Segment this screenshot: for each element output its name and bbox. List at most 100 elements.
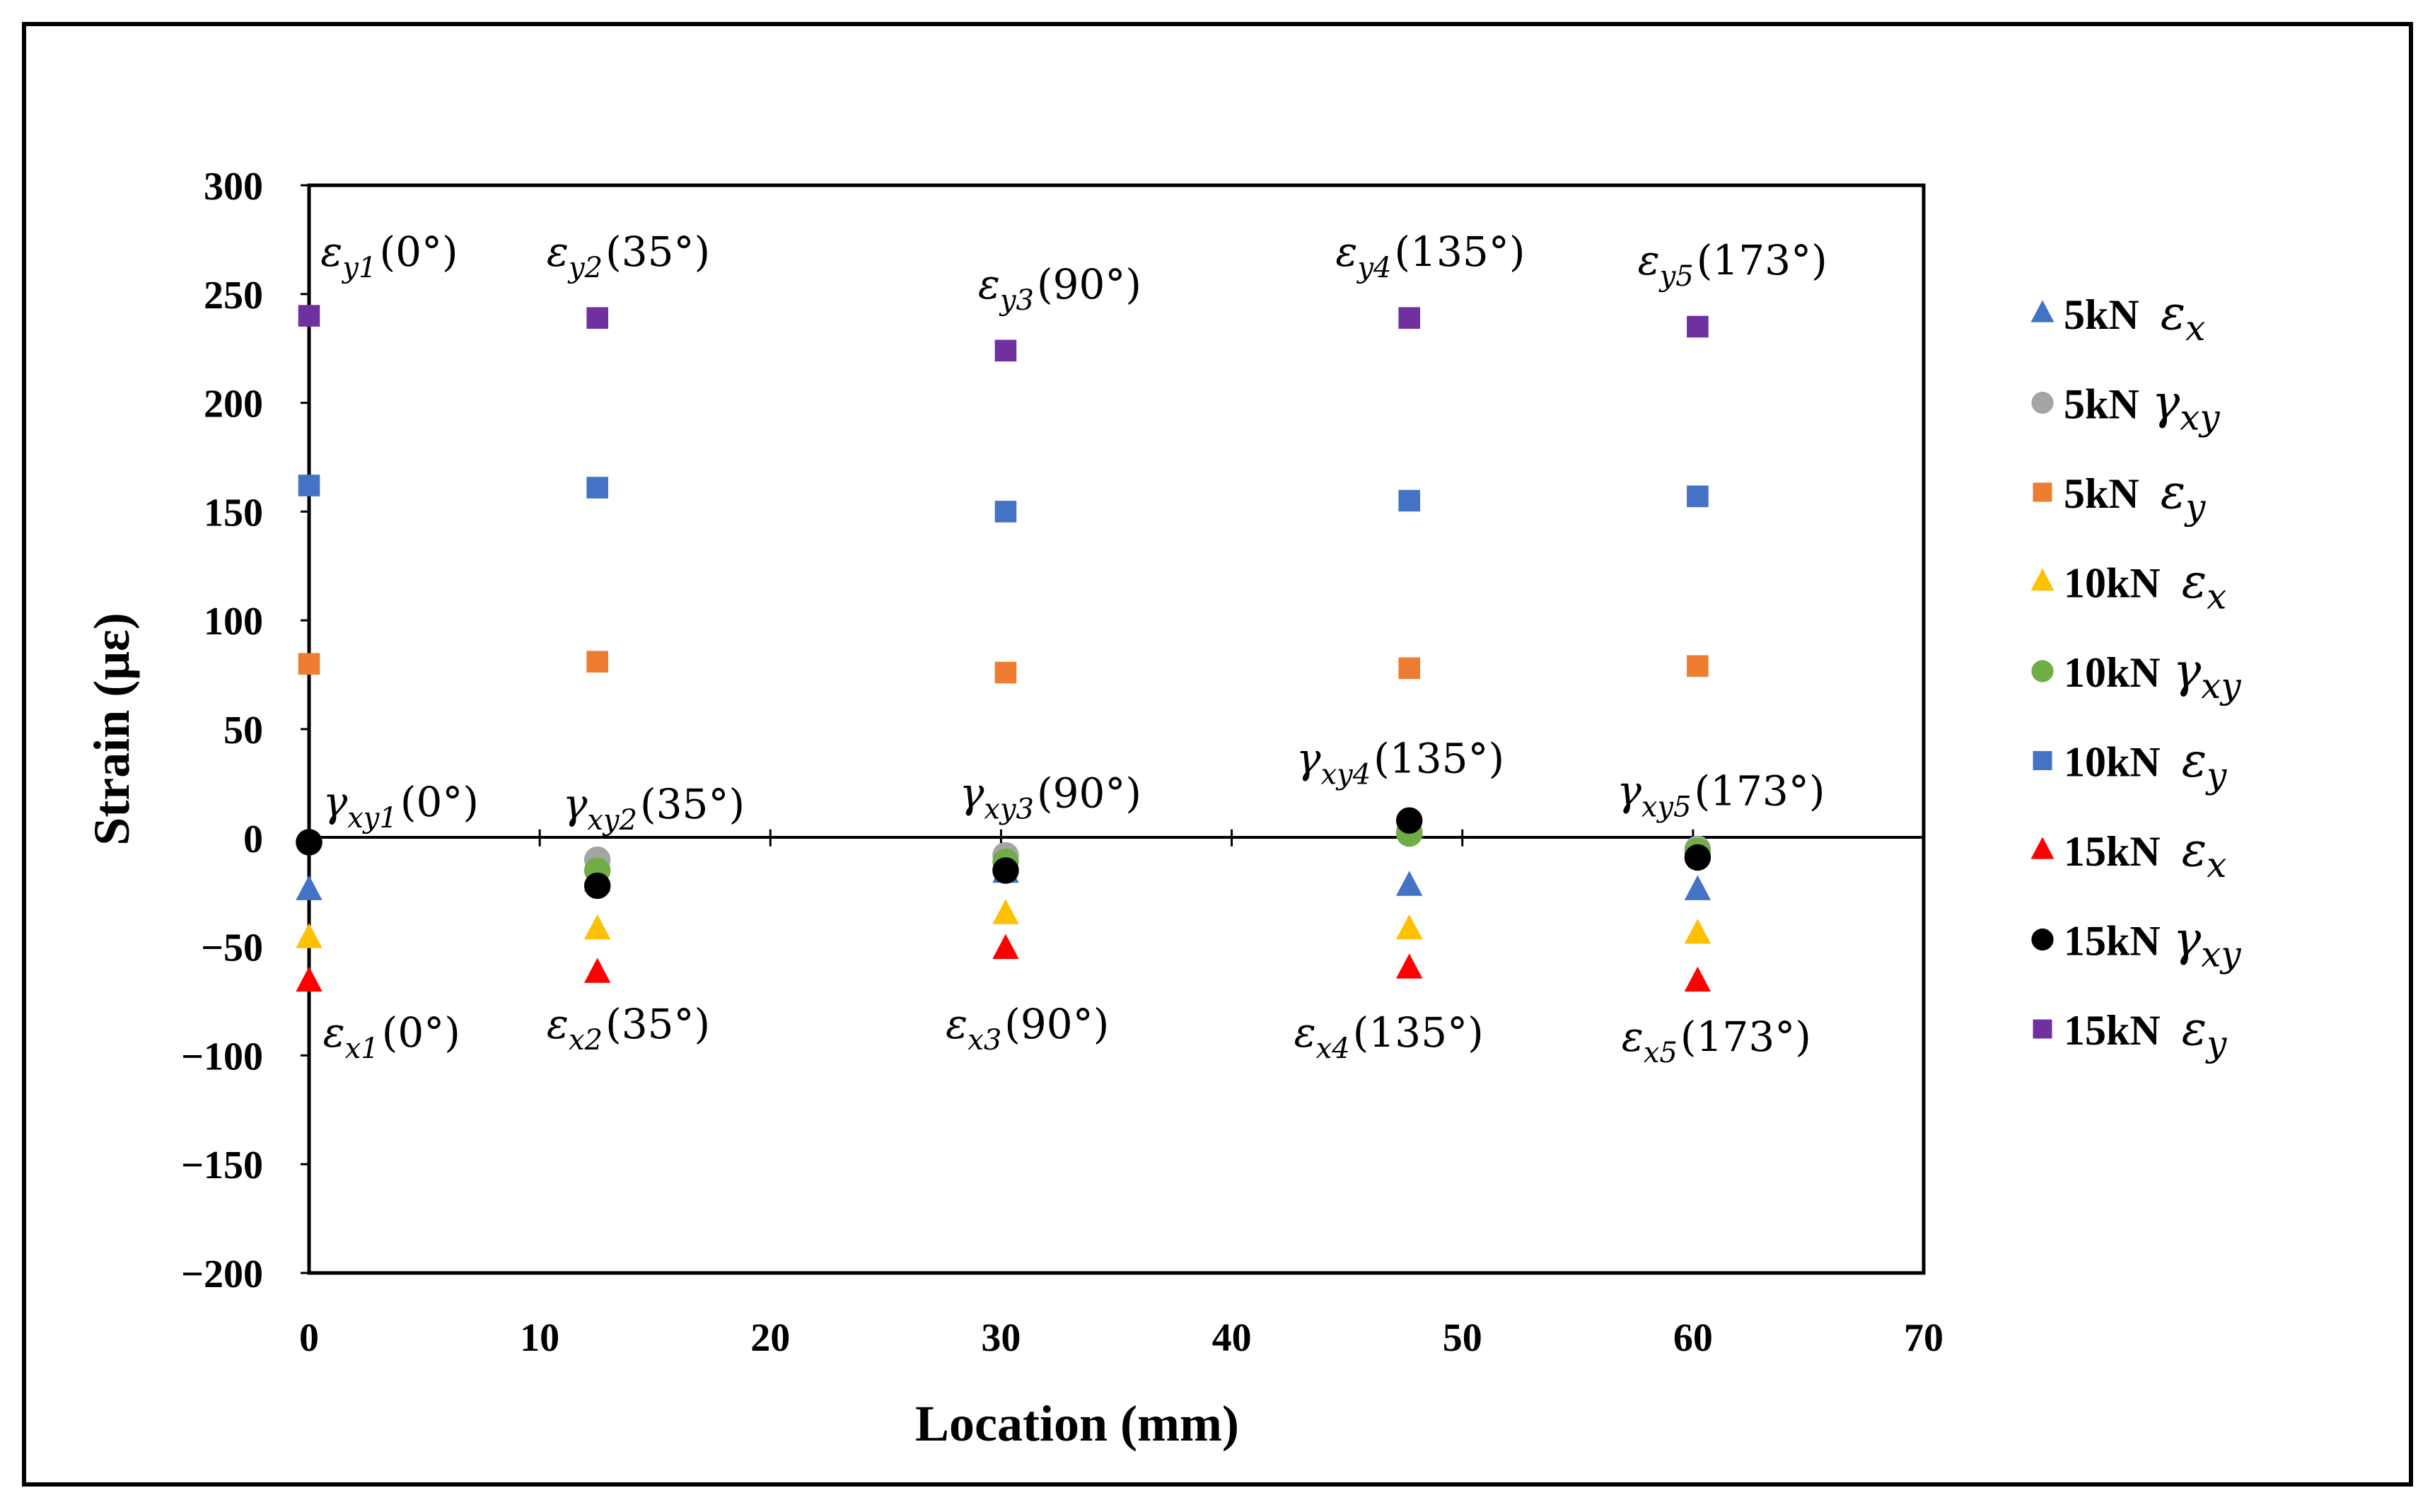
annotation-angle: (35°) xyxy=(605,228,710,276)
data-point xyxy=(1396,914,1423,940)
annotation-subscript: y3 xyxy=(999,284,1034,317)
legend-symbol: γ xyxy=(2152,376,2180,430)
annotation-subscript: x2 xyxy=(569,1024,603,1057)
annotation-angle: (135°) xyxy=(1373,735,1504,783)
y-tick-label: 150 xyxy=(204,491,263,535)
data-point xyxy=(1398,657,1421,680)
data-point xyxy=(994,339,1017,362)
annotation-angle: (90°) xyxy=(1004,1000,1109,1048)
y-tick-label: 100 xyxy=(204,600,263,644)
annotation-symbol: ε xyxy=(946,1000,967,1048)
legend-load: 15kN xyxy=(2064,1007,2161,1054)
annotation-angle: (173°) xyxy=(1680,1013,1811,1061)
annotation-symbol: ε xyxy=(323,1008,345,1057)
annotation-symbol: γ xyxy=(563,780,588,828)
legend-item: 15kN γxy xyxy=(2031,912,2241,975)
data-point xyxy=(583,958,611,983)
y-tick-label: 250 xyxy=(204,274,263,318)
point-annotation: εx3(90°) xyxy=(946,1000,1109,1057)
legend-marker xyxy=(2033,482,2052,502)
annotation-symbol: ε xyxy=(547,1000,569,1048)
legend-symbol: γ xyxy=(2173,644,2202,698)
point-annotation: εx5(173°) xyxy=(1622,1013,1811,1069)
annotation-angle: (0°) xyxy=(382,1008,460,1057)
point-annotation: γxy1(0°) xyxy=(323,778,479,834)
x-tick-label: 60 xyxy=(1673,1316,1713,1360)
series-15kN-εy xyxy=(298,305,1709,362)
annotation-subscript: y2 xyxy=(567,252,603,284)
annotation-symbol: γ xyxy=(960,769,984,818)
x-axis-title: Location (mm) xyxy=(915,1395,1239,1452)
y-tick-label: 0 xyxy=(243,818,263,861)
annotation-subscript: xy1 xyxy=(347,802,397,834)
legend-subscript: x xyxy=(2207,576,2226,617)
data-point xyxy=(992,934,1019,959)
x-tick-label: 30 xyxy=(981,1316,1021,1360)
legend-load: 5kN xyxy=(2064,470,2139,517)
data-point xyxy=(1687,315,1709,338)
legend-subscript: xy xyxy=(2201,665,2241,706)
legend-subscript: x xyxy=(2185,308,2205,349)
legend-label: 10kN εy xyxy=(2064,733,2227,796)
legend-label: 5kN εy xyxy=(2064,465,2206,528)
legend-symbol: ε xyxy=(2182,733,2207,788)
data-point xyxy=(586,477,608,499)
legend-label: 5kN γxy xyxy=(2064,376,2220,438)
legend-item: 5kN εx xyxy=(2030,286,2205,349)
data-point xyxy=(296,875,322,900)
annotation-symbol: ε xyxy=(978,260,1000,308)
point-annotations: εy1(0°) εy2(35°)εy3(90°)εy4(135°) εy5(173°… xyxy=(320,228,1827,1069)
annotation-angle: (35°) xyxy=(605,1000,710,1048)
data-point xyxy=(586,307,608,329)
legend-item: 5kN γxy xyxy=(2031,376,2220,438)
annotation-subscript: xy3 xyxy=(984,793,1034,826)
data-point xyxy=(1395,807,1423,834)
legend-item: 10kN εy xyxy=(2033,733,2227,796)
y-tick-label: −100 xyxy=(181,1035,263,1078)
data-point xyxy=(1398,307,1421,329)
y-tick-label: 200 xyxy=(204,383,263,426)
data-point xyxy=(298,653,320,675)
annotation-subscript: y1 xyxy=(341,252,376,284)
legend-symbol: ε xyxy=(2161,465,2185,519)
annotation-angle: (135°) xyxy=(1395,228,1525,276)
legend-symbol: γ xyxy=(2173,912,2202,967)
data-point xyxy=(298,305,320,327)
legend-item: 15kN εy xyxy=(2033,1001,2227,1064)
y-tick-label: 300 xyxy=(204,165,263,209)
annotation-symbol: γ xyxy=(1296,735,1321,783)
point-annotation: εx4(135°) xyxy=(1294,1008,1484,1065)
data-point xyxy=(1396,953,1423,979)
legend-load: 10kN xyxy=(2064,739,2161,786)
point-annotation: εy2(35°) xyxy=(547,228,710,284)
point-annotation: γxy4(135°) xyxy=(1296,735,1504,791)
data-point xyxy=(992,857,1019,884)
data-point xyxy=(583,872,611,900)
data-point xyxy=(1687,485,1709,508)
annotation-symbol: ε xyxy=(1622,1013,1644,1061)
data-point xyxy=(1398,489,1421,512)
annotation-subscript: x4 xyxy=(1316,1033,1350,1065)
annotation-symbol: ε xyxy=(1638,236,1660,284)
data-point xyxy=(1684,919,1712,944)
legend-load: 10kN xyxy=(2064,560,2161,607)
annotation-symbol: ε xyxy=(320,228,342,276)
legend-subscript: x xyxy=(2207,844,2226,885)
legend-label: 10kN γxy xyxy=(2064,644,2241,706)
annotation-angle: (35°) xyxy=(640,780,745,828)
legend-marker xyxy=(2033,1019,2052,1039)
legend-subscript: y xyxy=(2205,755,2227,796)
annotation-symbol: ε xyxy=(547,228,569,276)
legend-load: 10kN xyxy=(2064,649,2161,696)
legend-symbol: ε xyxy=(2182,822,2207,877)
legend-marker xyxy=(2030,837,2055,859)
x-tick-label: 20 xyxy=(750,1316,790,1360)
annotation-subscript: y5 xyxy=(1658,260,1694,293)
data-point xyxy=(992,899,1019,924)
legend-marker xyxy=(2033,751,2052,770)
point-annotation: γxy2(35°) xyxy=(563,780,745,837)
annotation-symbol: ε xyxy=(1294,1008,1316,1057)
legend-subscript: y xyxy=(2205,1023,2227,1064)
legend-label: 10kN εx xyxy=(2064,554,2226,617)
